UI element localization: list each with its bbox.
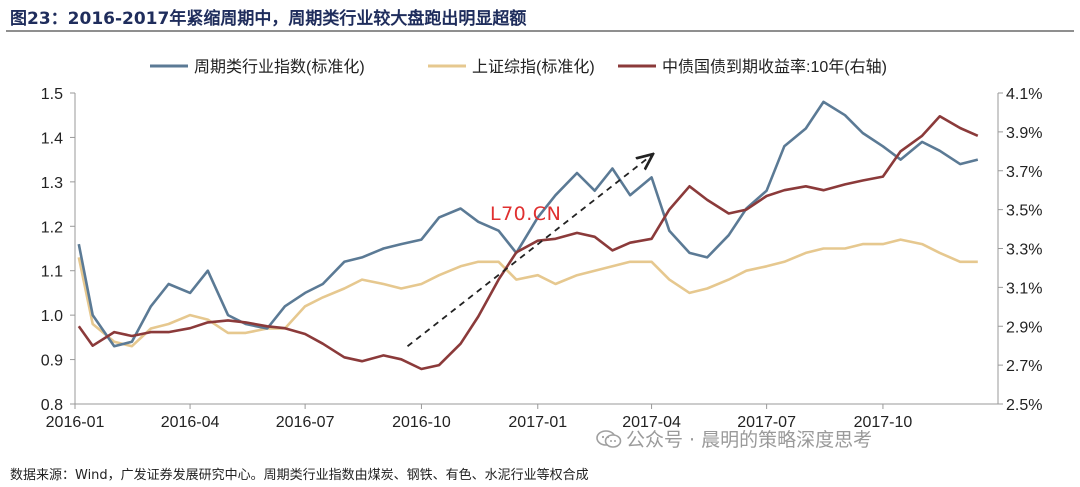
right-tick-label: 3.3% [1006,242,1042,259]
wechat-icon [596,429,622,449]
watermark: 公众号 · 晨明的策略深度思考 [596,425,872,452]
chart-annotations [406,155,652,347]
series-line-3 [77,115,979,371]
x-tick-label: 2017-07 [737,414,796,431]
x-tick-label: 2017-01 [508,414,567,431]
right-tick-label: 2.7% [1006,358,1042,375]
chart-legend: 周期类行业指数(标准化) 上证综指(标准化) 中债国债到期收益率:10年(右轴) [150,58,887,76]
line-chart: 周期类行业指数(标准化) 上证综指(标准化) 中债国债到期收益率:10年(右轴) 0… [41,58,1043,431]
x-tick-label: 2016-10 [392,414,451,431]
x-tick-label: 2016-01 [46,414,105,431]
legend-label-3: 中债国债到期收益率:10年(右轴) [662,58,887,76]
right-tick-label: 3.1% [1006,280,1042,297]
trend-arrow [406,155,652,347]
right-tick-label: 2.9% [1006,319,1042,336]
legend-label-2: 上证综指(标准化) [472,58,595,76]
left-tick-label: 1.0 [41,308,63,325]
chart-series [77,100,979,371]
x-tick-label: 2017-04 [622,414,681,431]
left-tick-label: 1.3 [41,175,63,192]
right-tick-label: 4.1% [1006,86,1042,103]
right-tick-label: 2.5% [1006,397,1042,414]
x-tick-label: 2016-07 [276,414,335,431]
right-tick-label: 3.9% [1006,125,1042,142]
left-tick-label: 0.9 [41,353,63,370]
legend-label-1: 周期类行业指数(标准化) [194,58,365,76]
left-tick-label: 1.5 [41,86,63,103]
chart-axes: 0.8 0.9 1.0 1.1 1.2 1.3 1.4 1.5 2.5% 2.7% 2.9% 3.1%… [41,86,1043,431]
right-tick-label: 3.7% [1006,164,1042,181]
source-note: 数据来源：Wind，广发证券发展研究中心。周期类行业指数由煤炭、钢铁、有色、水泥… [10,468,589,483]
left-tick-label: 1.1 [41,264,63,281]
left-tick-label: 1.2 [41,219,63,236]
watermark-text: 公众号 · 晨明的策略深度思考 [626,429,873,451]
left-tick-label: 1.4 [41,130,63,147]
series-line-1 [77,100,979,348]
title-divider [6,30,1074,32]
right-tick-label: 3.5% [1006,203,1042,220]
x-tick-label: 2016-04 [161,414,220,431]
series-line-2 [77,238,978,348]
stamp-overlay-text: L70.CN [490,203,562,225]
chart-title: 图23：2016-2017年紧缩周期中，周期类行业较大盘跑出明显超额 [10,9,527,29]
x-tick-label: 2017-10 [854,414,913,431]
left-tick-label: 0.8 [41,397,63,414]
